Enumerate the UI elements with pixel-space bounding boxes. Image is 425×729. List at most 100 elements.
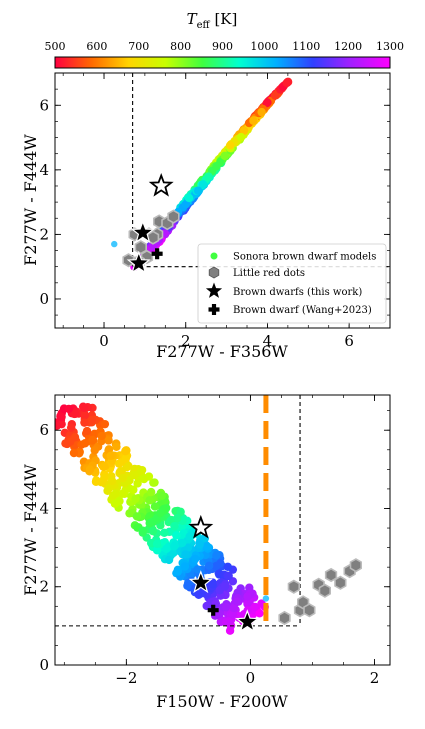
sonora-model-point [170,521,179,531]
sonora-model-point [172,531,181,540]
sonora-model-point [107,476,117,486]
xlabel-top: F277W - F356W [156,342,288,361]
colorbar-tick-label: 1100 [292,40,320,53]
sonora-model-point [204,172,213,181]
selection-lines-bottom [55,395,301,627]
little-red-dot [349,558,363,573]
sonora-model-point [57,412,66,422]
sonora-model-point [97,431,106,441]
sonora-model-point [202,542,212,551]
sonora-model-point [145,496,154,505]
brown-dwarf-star [126,250,151,274]
sonora-model-point [212,161,221,171]
sonora-model-point [221,617,231,627]
sonora-model-point [87,415,96,425]
sonora-model-point [225,141,235,150]
sonora-model-point [170,542,179,551]
sonora-model-point [106,451,115,461]
y-tick-label-bottom: 6 [39,421,49,439]
markers-bottom [188,514,363,633]
sonora-model-point [111,489,120,498]
little-red-dot [334,575,347,590]
markers-top [111,172,180,274]
sonora-model-point [181,200,191,209]
x-tick-label-top: 6 [344,332,354,350]
sonora-model-point [88,435,97,444]
colorbar-tick-label: 500 [45,40,66,53]
x-tick-label-bottom: 0 [246,669,256,687]
sonora-model-point [245,583,254,592]
sonora-model-point [249,116,258,125]
sonora-model-point [100,419,110,429]
sonora-model-point [136,468,145,477]
sonora-model-point [190,554,200,564]
sonora-model-point [208,579,217,589]
sonora-model-point [132,512,142,521]
sonora-model-point [162,544,171,554]
sonora-model-point [236,132,246,142]
sonora-model-point [121,454,131,463]
brown-dwarf-star [235,609,260,633]
sonora-model-point [183,581,192,590]
sonora-model-point [115,496,124,506]
panel-top: 0 2 4 6 0 2 4 6 F277W - F356W F277W - F444W Son… [21,72,391,361]
panel-bottom: −2 0 2 0 2 4 6 F150W - F200W F277W - F444W [21,394,391,711]
x-tick-label-bottom: 2 [370,669,380,687]
axes-frame-top [54,72,391,329]
sonora-model-point [220,582,230,591]
sonora-model-point [104,436,113,445]
little-red-dot [303,603,316,618]
colorbar: Teff [K] 500 600 700 800 900 1000 1100 1200 1300 [45,10,404,69]
sonora-model-point [220,151,230,161]
sonora-model-point [195,540,204,549]
sonora-model-point [55,422,58,430]
legend-label-bd: Brown dwarfs (this work) [233,287,362,298]
legend-label-sonora: Sonora brown dwarf models [233,252,376,263]
sonora-model-point [239,126,249,135]
wang2023-brown-dwarf [207,604,219,616]
sonora-model-point [257,107,266,117]
colorbar-tick-label: 1300 [376,40,404,53]
y-tick-label-bottom: 4 [39,499,49,517]
sonora-model-point [80,418,89,427]
sonora-model-point [180,562,190,571]
sonora-model-point [64,404,74,414]
sonora-model-point [85,465,95,474]
sonora-model-point [228,609,238,619]
x-tick-label-top: 2 [181,332,191,350]
brown-dwarf-star [188,570,213,594]
sonora-model-point [173,567,183,576]
sonora-model-point [129,470,139,480]
sonora-model-point [156,508,165,518]
sonora-model-point [164,555,174,565]
colorbar-tick-label: 800 [170,40,191,53]
sonora-model-point [80,410,90,420]
sonora-model-point [70,409,80,419]
sonora-model-point [160,528,169,538]
colorbar-tick-label: 900 [212,40,233,53]
colorbar-tick-labels: 500 600 700 800 900 1000 1100 1200 1300 [45,40,404,60]
sonora-model-point [118,473,127,483]
legend: Sonora brown dwarf models Little red dot… [197,243,387,324]
sonora-model-point [157,491,167,500]
sonora-model-point [91,477,101,486]
legend-marker-bd [205,282,223,298]
sonora-model-point [176,507,185,517]
sonora-model-point [224,571,233,581]
sonora-model-point [270,91,280,100]
selection-lines-top [132,73,390,268]
little-red-dot [167,209,180,224]
colorbar-tick-label: 700 [128,40,149,53]
sonora-model-point [152,539,162,549]
colorbar-bar [54,56,391,69]
sonora-model-point [152,546,162,555]
y-tick-label-bottom: 0 [39,656,49,674]
sonora-model-point [212,551,221,560]
sonora-model-point [243,592,253,601]
sonora-model-point [229,603,238,613]
x-tick-label-top: 4 [263,332,273,350]
sonora-model-point [173,513,182,523]
xlabel-bottom: F150W - F200W [156,692,288,711]
sonora-model-point [129,485,138,494]
